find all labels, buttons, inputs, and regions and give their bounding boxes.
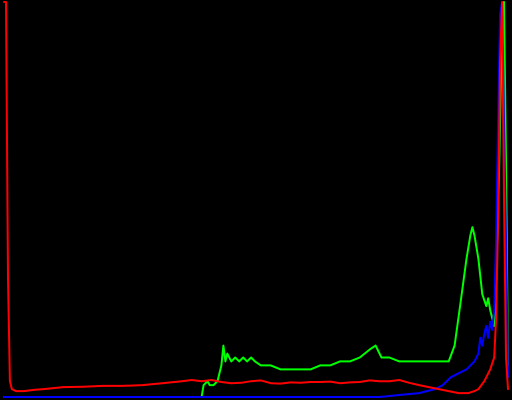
red-channel-line: [3, 1, 509, 395]
series-layer: [3, 1, 509, 398]
green-channel-line: [3, 1, 509, 398]
